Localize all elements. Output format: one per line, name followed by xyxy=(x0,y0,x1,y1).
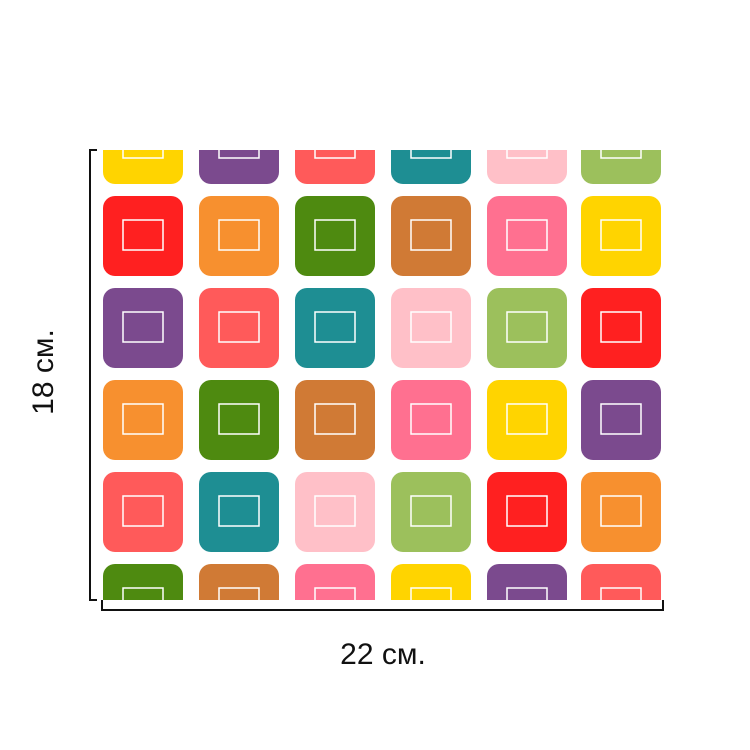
icon-glyph xyxy=(600,403,642,435)
icon-tile xyxy=(391,196,471,276)
icon-glyph xyxy=(506,150,548,159)
icon-tile xyxy=(199,472,279,552)
icon-glyph xyxy=(600,150,642,159)
icon-glyph xyxy=(218,403,260,435)
icon-glyph xyxy=(122,587,164,600)
icon-tile xyxy=(391,288,471,368)
height-label: 18 см. xyxy=(27,329,60,415)
icon-glyph xyxy=(218,587,260,600)
icon-tile xyxy=(295,380,375,460)
icon-tile xyxy=(391,380,471,460)
icon-tile xyxy=(487,288,567,368)
icon-glyph xyxy=(314,587,356,600)
dimension-lines xyxy=(89,149,664,611)
icon-glyph xyxy=(218,495,260,527)
icon-glyph xyxy=(314,311,356,343)
icon-tile xyxy=(199,288,279,368)
icon-grid xyxy=(103,150,661,600)
icon-tile xyxy=(581,196,661,276)
icon-glyph xyxy=(218,219,260,251)
icon-glyph xyxy=(410,311,452,343)
icon-glyph xyxy=(506,495,548,527)
icon-tile xyxy=(581,472,661,552)
icon-glyph xyxy=(314,495,356,527)
icon-glyph xyxy=(506,587,548,600)
height-bracket xyxy=(89,149,97,601)
icon-glyph xyxy=(410,150,452,159)
icon-tile xyxy=(103,196,183,276)
icon-tile xyxy=(103,472,183,552)
icon-glyph xyxy=(410,219,452,251)
icon-tile xyxy=(103,380,183,460)
icon-tile xyxy=(199,380,279,460)
icon-glyph xyxy=(314,403,356,435)
icon-tile xyxy=(581,380,661,460)
icon-glyph xyxy=(122,219,164,251)
icon-tile xyxy=(487,472,567,552)
icon-glyph xyxy=(410,587,452,600)
icon-tile xyxy=(295,472,375,552)
width-bracket xyxy=(101,600,664,611)
icon-tile xyxy=(103,288,183,368)
icon-tile xyxy=(295,196,375,276)
icon-glyph xyxy=(600,311,642,343)
icon-glyph xyxy=(122,150,164,159)
icon-glyph xyxy=(600,219,642,251)
icon-tile xyxy=(487,196,567,276)
icon-tile xyxy=(581,288,661,368)
icon-tile xyxy=(199,196,279,276)
icon-glyph xyxy=(122,311,164,343)
icon-glyph xyxy=(506,311,548,343)
icon-glyph xyxy=(218,311,260,343)
icon-glyph xyxy=(600,587,642,600)
icon-glyph xyxy=(410,495,452,527)
width-label: 22 см. xyxy=(340,638,426,671)
icon-glyph xyxy=(314,150,356,159)
icon-tile xyxy=(487,380,567,460)
icon-glyph xyxy=(122,495,164,527)
icon-glyph xyxy=(122,403,164,435)
icon-glyph xyxy=(314,219,356,251)
icon-tile xyxy=(391,472,471,552)
icon-glyph xyxy=(506,219,548,251)
icon-tile xyxy=(295,288,375,368)
icon-glyph xyxy=(600,495,642,527)
icon-glyph xyxy=(218,150,260,159)
icon-glyph xyxy=(506,403,548,435)
icon-glyph xyxy=(410,403,452,435)
